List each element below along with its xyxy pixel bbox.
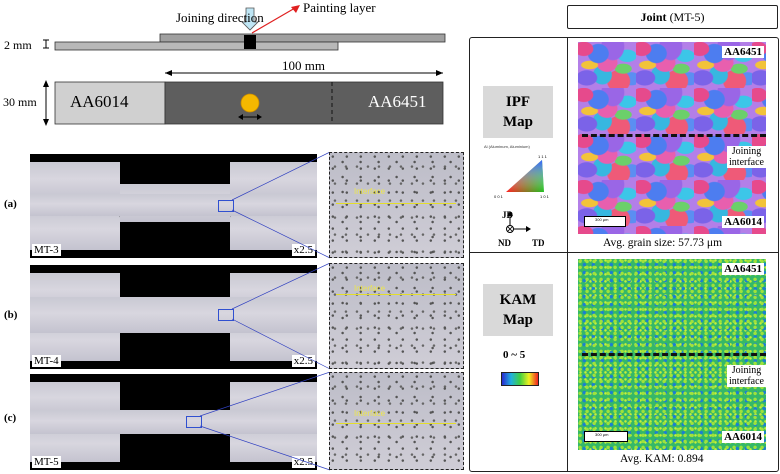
interface-label: Interface bbox=[354, 187, 386, 196]
kam-map: AA6451 Joining interface 300 μm AA6014 bbox=[578, 259, 766, 450]
kam-scalebar-text: 300 μm bbox=[595, 432, 609, 437]
ipf-label-box: IPF Map bbox=[483, 86, 553, 138]
kam-interface-line1: Joining bbox=[731, 365, 762, 376]
zoom-connector-lines bbox=[231, 263, 331, 370]
ipf-caption: Avg. grain size: 57.73 μm bbox=[603, 237, 723, 249]
pole-101: 1 0 1 bbox=[540, 194, 550, 199]
ebsd-panel: IPF Map Al (Aluminum, Aluminium) 1 1 1 0… bbox=[469, 37, 779, 472]
ipf-label-line1: IPF bbox=[505, 94, 531, 110]
kam-caption: Avg. KAM: 0.894 bbox=[620, 453, 704, 465]
pole-001: 0 0 1 bbox=[494, 194, 504, 199]
length-label: 100 mm bbox=[282, 58, 325, 73]
axis-td-label: TD bbox=[532, 238, 545, 248]
row-label: (a) bbox=[4, 198, 17, 210]
painting-arrowhead bbox=[291, 5, 300, 13]
panel-title-box: Joint (MT-5) bbox=[567, 5, 778, 29]
zoom-image: Interface bbox=[329, 263, 464, 369]
right-alloy-label: AA6451 bbox=[368, 92, 427, 111]
width-label: 30 mm bbox=[3, 95, 37, 109]
specimen-image: MT-3 x2.5 bbox=[30, 154, 317, 258]
kam-range-label: 0 ~ 5 bbox=[503, 349, 526, 361]
schematic-drawing bbox=[43, 5, 446, 126]
zoom-connector-lines bbox=[199, 372, 331, 471]
kam-top-alloy: AA6451 bbox=[722, 263, 764, 275]
ipf-scalebar-text: 300 μm bbox=[595, 217, 609, 222]
row-label: (c) bbox=[4, 412, 17, 424]
pole-111: 1 1 1 bbox=[538, 154, 548, 159]
row-label: (b) bbox=[4, 309, 18, 321]
upper-sheet bbox=[159, 33, 446, 43]
ipf-legend-title: Al (Aluminum, Aluminium) bbox=[484, 144, 530, 149]
kam-interface-line2: interface bbox=[729, 376, 764, 387]
sample-label: MT-3 bbox=[32, 244, 61, 256]
zoom-image: Interface bbox=[329, 152, 464, 258]
joint-block bbox=[244, 35, 256, 49]
kam-scalebar: 300 μm bbox=[584, 431, 628, 442]
joining-direction-arrow bbox=[241, 7, 259, 31]
panel-title-rest: (MT-5) bbox=[666, 10, 705, 24]
ipf-top-alloy: AA6451 bbox=[722, 46, 764, 58]
kam-interface-label: Joining interface bbox=[727, 365, 766, 387]
micrograph-row-c: (c) MT-5 x2.5 Interface bbox=[0, 372, 465, 474]
panel-title-bold: Joint bbox=[640, 10, 667, 24]
left-alloy-label: AA6014 bbox=[70, 92, 129, 111]
zoom-image: Interface bbox=[329, 372, 464, 470]
ipf-interface-line2: interface bbox=[729, 157, 764, 168]
kam-label-box: KAM Map bbox=[483, 284, 553, 336]
ipf-bottom-alloy: AA6014 bbox=[722, 216, 764, 228]
kam-label-line1: KAM bbox=[499, 292, 537, 308]
joining-direction-label: Joining direction bbox=[176, 10, 264, 25]
lower-sheet bbox=[54, 41, 339, 51]
ipf-label-line2: Map bbox=[503, 114, 533, 130]
specimen-image: MT-4 x2.5 bbox=[30, 265, 317, 369]
joint-schematic: Joining direction Painting layer 2 mm 30… bbox=[0, 0, 460, 140]
painting-layer-label: Painting layer bbox=[303, 0, 376, 15]
zoom-connector-lines bbox=[231, 152, 331, 259]
ipf-interface-line1: Joining bbox=[731, 146, 762, 157]
axis-nd-label: ND bbox=[498, 238, 511, 248]
kam-label-line2: Map bbox=[503, 312, 533, 328]
micrograph-row-b: (b) MT-4 x2.5 Interface bbox=[0, 263, 465, 371]
aa6014-plate bbox=[54, 81, 166, 125]
interface-label: Interface bbox=[354, 284, 386, 293]
interface-label: Interface bbox=[354, 409, 386, 418]
sample-label: MT-5 bbox=[32, 456, 61, 468]
ipf-map: AA6451 Joining interface 300 μm AA6014 bbox=[578, 42, 766, 234]
micrograph-row-a: (a) MT-3 x2.5 Interface bbox=[0, 152, 465, 260]
ipf-legend: 1 1 1 0 0 1 1 0 1 bbox=[494, 154, 550, 233]
axis-jd-label: JD bbox=[502, 210, 513, 220]
thickness-label: 2 mm bbox=[4, 38, 32, 52]
sample-label: MT-4 bbox=[32, 355, 61, 367]
ipf-interface-label: Joining interface bbox=[727, 146, 766, 168]
ipf-scalebar: 300 μm bbox=[584, 216, 626, 227]
kam-bottom-alloy: AA6014 bbox=[722, 431, 764, 443]
painting-layer-arrow bbox=[251, 7, 296, 34]
specimen-image: MT-5 x2.5 bbox=[30, 374, 317, 470]
tool-position-circle bbox=[240, 93, 260, 113]
aa6451-plate bbox=[164, 81, 444, 125]
kam-colorbar bbox=[501, 372, 539, 386]
